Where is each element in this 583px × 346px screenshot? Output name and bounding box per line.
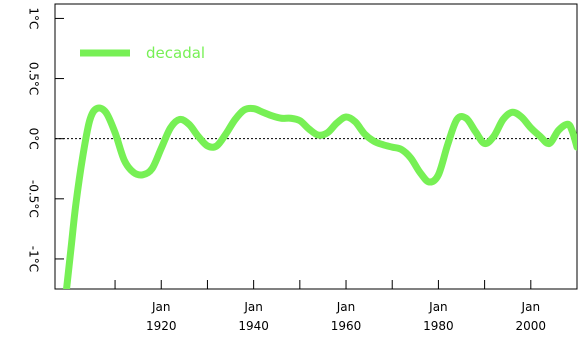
- data-point: [400, 149, 402, 151]
- data-point: [179, 118, 181, 120]
- data-point: [114, 132, 116, 134]
- data-point: [354, 121, 356, 123]
- data-point: [271, 115, 273, 117]
- x-tick-label-month: Jan: [243, 300, 263, 314]
- x-axis: Jan 1920 Jan 1940 Jan 1960 Jan 1980 Jan 2000: [114, 280, 578, 333]
- data-point: [484, 142, 486, 144]
- data-point: [410, 157, 412, 159]
- data-point: [188, 123, 190, 125]
- data-point: [474, 130, 476, 132]
- data-point: [539, 135, 541, 137]
- data-point: [382, 144, 384, 146]
- data-point: [521, 116, 523, 118]
- data-point: [105, 111, 107, 113]
- data-point: [75, 204, 77, 206]
- x-tick-label-month: Jan: [428, 300, 448, 314]
- data-point: [571, 130, 573, 132]
- y-axis: 1°C 0.5°C 0°C -0.5°C -1°C: [27, 7, 64, 272]
- data-point: [142, 174, 144, 176]
- plot-frame: [54, 3, 578, 290]
- data-point: [70, 246, 72, 248]
- data-point: [511, 111, 513, 113]
- data-point: [558, 129, 560, 131]
- data-point: [169, 127, 171, 129]
- data-point: [66, 288, 68, 289]
- data-point: [447, 144, 449, 146]
- data-point: [197, 135, 199, 137]
- data-point: [262, 111, 264, 113]
- data-point: [373, 140, 375, 142]
- data-point: [123, 159, 125, 161]
- data-point: [253, 108, 255, 110]
- data-point: [82, 156, 84, 158]
- data-point: [216, 145, 218, 147]
- data-point: [160, 147, 162, 149]
- data-point: [428, 181, 430, 183]
- data-point: [502, 118, 504, 120]
- data-point: [308, 128, 310, 130]
- y-tick-label: 1°C: [27, 7, 41, 29]
- x-tick-label-year: 2000: [516, 319, 547, 333]
- data-point: [364, 133, 366, 135]
- data-point: [327, 132, 329, 134]
- data-point: [280, 117, 282, 119]
- x-tick-label-year: 1940: [238, 319, 269, 333]
- data-point: [456, 118, 458, 120]
- data-point: [299, 120, 301, 122]
- series-line-decadal: [63, 104, 577, 289]
- data-point: [96, 108, 98, 110]
- data-point: [243, 109, 245, 111]
- x-tick-label-month: Jan: [336, 300, 356, 314]
- data-point: [89, 120, 91, 122]
- data-point: [206, 145, 208, 147]
- data-point: [290, 117, 292, 119]
- data-point: [336, 122, 338, 124]
- y-tick-label: 0.5°C: [27, 62, 41, 95]
- data-point: [151, 168, 153, 170]
- data-point: [465, 117, 467, 119]
- data-point: [391, 146, 393, 148]
- x-tick-label-year: 1980: [423, 319, 454, 333]
- x-tick-label-year: 1920: [146, 319, 177, 333]
- data-point: [234, 118, 236, 120]
- x-tick-label-month: Jan: [151, 300, 171, 314]
- data-point: [419, 171, 421, 173]
- x-tick-label-month: Jan: [521, 300, 541, 314]
- data-point: [530, 127, 532, 129]
- y-tick-label: 0°C: [27, 128, 41, 150]
- data-point: [345, 116, 347, 118]
- data-point: [437, 174, 439, 176]
- x-tick-label-year: 1960: [331, 319, 362, 333]
- data-point: [317, 134, 319, 136]
- data-point: [576, 146, 577, 148]
- data-point: [133, 171, 135, 173]
- legend-label-decadal: decadal: [146, 44, 205, 62]
- y-tick-label: -0.5°C: [27, 180, 41, 218]
- data-point: [567, 123, 569, 125]
- y-tick-label: -1°C: [27, 246, 41, 272]
- legend: decadal: [80, 44, 205, 62]
- data-point: [493, 135, 495, 137]
- series-layer: [63, 104, 577, 289]
- data-point: [548, 142, 550, 144]
- data-point: [225, 133, 227, 135]
